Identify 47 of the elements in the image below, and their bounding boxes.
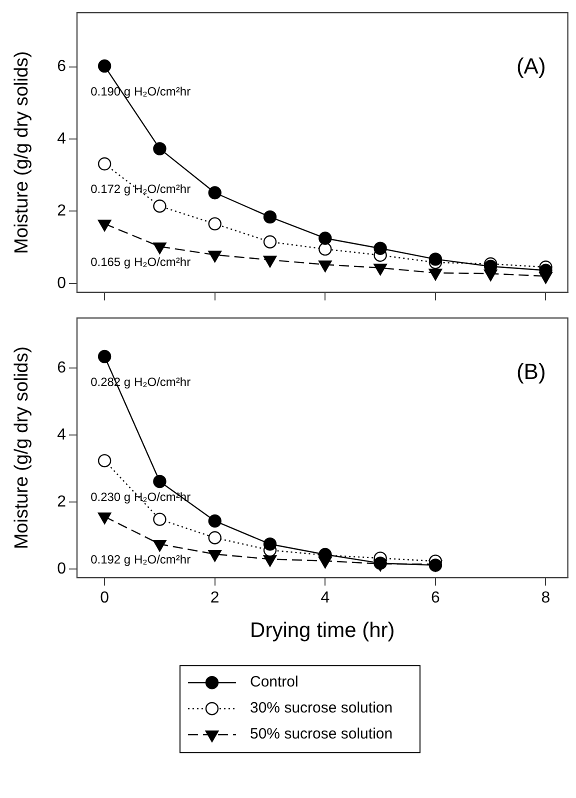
point [98,157,112,170]
point [208,250,222,262]
point [374,264,387,276]
annotation: 0.192 g H₂O/cm²hr [90,552,191,566]
legend-label: Control [250,674,298,691]
point [153,142,166,156]
x-tick-label: 2 [210,590,220,607]
annotation: 0.190 g H₂O/cm²hr [90,84,191,98]
point [153,474,166,488]
y-tick-label: 4 [57,130,66,148]
y-tick-label: 6 [57,58,66,76]
annotation: (A) [516,54,546,79]
x-tick-label: 4 [320,590,330,607]
point [318,242,332,256]
point [374,556,387,570]
y-tick-label: 4 [57,426,66,444]
point [208,217,222,230]
y-tick-label: 0 [57,274,66,292]
point [374,242,387,255]
point [318,232,332,245]
y-tick-label: 6 [57,360,66,377]
legend-label: 30% sucrose solution [250,700,393,717]
point [98,350,112,364]
point [98,454,112,468]
x-tick-label: 8 [541,590,550,607]
point [153,200,166,213]
annotation: 0.172 g H₂O/cm²hr [90,182,191,196]
y-tick-label: 0 [57,560,66,578]
legend-label: 50% sucrose solution [250,726,393,743]
annotation: 0.165 g H₂O/cm²hr [90,254,191,269]
y-axis-title: Moisture (g/g dry solids) [12,51,33,254]
x-tick-label: 0 [100,590,110,607]
point [98,59,112,73]
annotation: (B) [516,359,546,384]
y-tick-label: 2 [57,202,66,220]
x-axis-title: Drying time (hr) [250,619,395,642]
x-tick-label: 6 [430,590,440,607]
point [263,210,277,224]
point [428,252,442,266]
point [208,514,222,528]
point [263,538,277,551]
point [208,531,222,544]
y-axis-title: Moisture (g/g dry solids) [12,346,33,550]
y-tick-label: 2 [57,494,66,511]
point [153,512,166,526]
point [208,186,222,200]
point [263,235,277,248]
